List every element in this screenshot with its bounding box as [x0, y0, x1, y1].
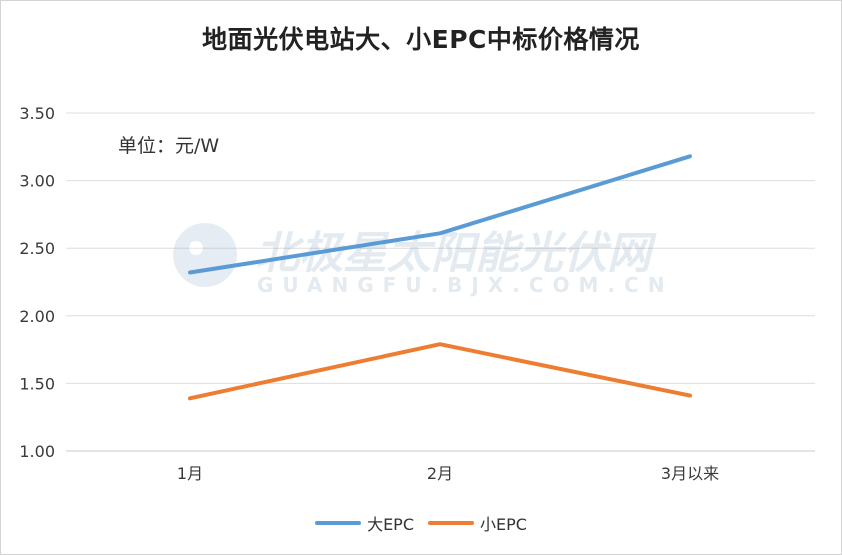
- legend-item-large-epc: 大EPC: [315, 511, 414, 535]
- y-tick-label: 3.50: [19, 104, 55, 123]
- data-point: [439, 343, 441, 345]
- y-axis-tick-labels: 1.00 1.50 2.00 2.50 3.00 3.50: [19, 104, 55, 461]
- x-tick-label: 3月以来: [661, 464, 719, 483]
- watermark-logo: 北极星太阳能光伏网 GUANGFU.BJX.COM.CN: [173, 223, 673, 297]
- data-point: [189, 397, 191, 399]
- legend-swatch-large-epc: [315, 521, 362, 525]
- legend-item-small-epc: 小EPC: [428, 511, 527, 535]
- legend-label-small-epc: 小EPC: [480, 515, 527, 534]
- gridlines: [66, 112, 815, 452]
- x-tick-label: 2月: [427, 464, 453, 483]
- y-tick-label: 2.00: [19, 307, 55, 326]
- series-line-small-epc: [188, 342, 692, 401]
- watermark-emblem: [173, 223, 237, 287]
- watermark-emblem-dot: [189, 241, 203, 255]
- x-axis-tick-labels: 1月 2月 3月以来: [177, 464, 719, 483]
- y-tick-label: 2.50: [19, 239, 55, 258]
- legend-label-large-epc: 大EPC: [367, 515, 414, 534]
- x-tick-label: 1月: [177, 464, 203, 483]
- data-point: [689, 155, 691, 157]
- data-point: [189, 272, 191, 273]
- chart-title: 地面光伏电站大、小EPC中标价格情况: [202, 25, 640, 54]
- y-tick-label: 3.00: [19, 172, 55, 191]
- watermark-sub-text: GUANGFU.BJX.COM.CN: [257, 273, 673, 297]
- series-lines: [188, 154, 692, 401]
- unit-annotation: 单位：元/W: [118, 135, 220, 157]
- y-tick-label: 1.50: [19, 374, 55, 393]
- y-tick-label: 1.00: [19, 442, 55, 461]
- chart-legend: 大EPC 小EPC: [0, 511, 842, 535]
- data-point: [439, 232, 441, 234]
- legend-swatch-small-epc: [428, 521, 474, 525]
- data-point: [689, 395, 691, 397]
